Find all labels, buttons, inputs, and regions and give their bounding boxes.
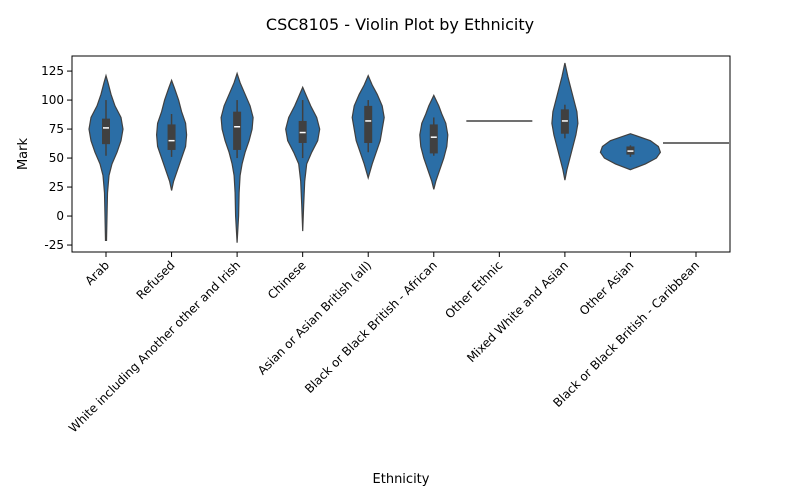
x-tick-label: Black or Black British - African bbox=[302, 258, 440, 396]
violin-iqr-box bbox=[233, 111, 242, 150]
plot-area bbox=[88, 62, 729, 243]
y-tick-label: 100 bbox=[41, 93, 64, 107]
x-axis-label: Ethnicity bbox=[373, 472, 430, 487]
violin-body bbox=[88, 73, 124, 241]
plot-frame bbox=[71, 55, 731, 253]
x-tick-label: Arab bbox=[82, 258, 112, 288]
x-tick-label: Asian or Asian British (all) bbox=[255, 258, 374, 377]
violin-iqr-box bbox=[167, 124, 176, 150]
y-tick-label: 0 bbox=[56, 209, 64, 223]
x-tick-label: Other Asian bbox=[577, 258, 637, 318]
y-tick-label: 25 bbox=[49, 180, 64, 194]
x-tick-label: Other Ethnic bbox=[442, 258, 505, 321]
y-tick-label: -25 bbox=[44, 238, 64, 252]
y-tick-label: 50 bbox=[49, 151, 64, 165]
violin-iqr-box bbox=[364, 105, 373, 143]
y-tick-label: 75 bbox=[49, 122, 64, 136]
y-axis-label: Mark bbox=[16, 138, 31, 171]
violin-iqr-box bbox=[102, 118, 110, 145]
x-tick-label: Chinese bbox=[265, 258, 309, 302]
chart-title: CSC8105 - Violin Plot by Ethnicity bbox=[266, 15, 534, 34]
x-tick-label: Black or Black British - Caribbean bbox=[550, 258, 702, 410]
y-tick-label: 125 bbox=[41, 64, 64, 78]
x-tick-label: Refused bbox=[134, 258, 178, 302]
violin-iqr-box bbox=[429, 124, 438, 154]
violin-body bbox=[285, 85, 321, 232]
